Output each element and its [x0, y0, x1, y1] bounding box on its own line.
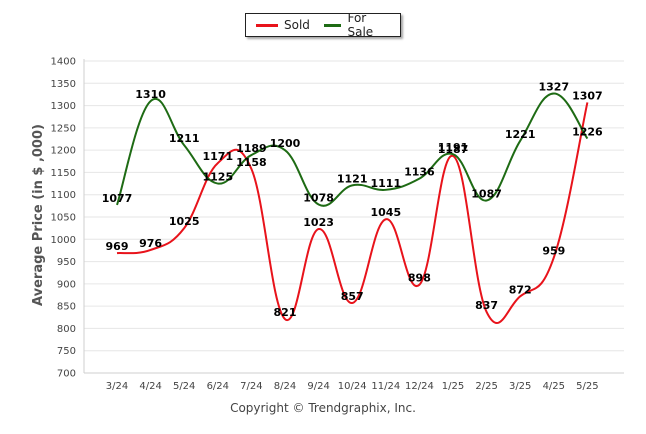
legend-label-for-sale: For Sale: [347, 11, 374, 39]
data-label-for-sale: 1077: [102, 192, 133, 205]
x-tick-label: 2/25: [475, 381, 497, 392]
y-axis-title: Average Price (in $ ,000): [31, 124, 46, 306]
y-tick-label: 1000: [51, 235, 76, 246]
data-label-sold: 1307: [572, 89, 603, 102]
series-line-for-sale: [116, 92, 589, 207]
x-tick-label: 4/24: [139, 381, 161, 392]
series-lines: [116, 92, 589, 325]
data-label-sold: 898: [408, 272, 431, 285]
y-tick-label: 700: [57, 369, 76, 380]
y-tick-label: 1150: [51, 168, 76, 179]
legend: Sold For Sale: [245, 11, 401, 39]
x-tick-label: 9/24: [307, 381, 329, 392]
y-tick-label: 750: [57, 346, 76, 357]
x-tick-label: 8/24: [274, 381, 296, 392]
data-label-sold: 959: [542, 245, 565, 258]
data-label-sold: 976: [139, 237, 162, 250]
x-tick-label: 11/24: [371, 381, 400, 392]
data-label-for-sale: 1310: [135, 88, 166, 101]
data-label-sold: 872: [509, 283, 532, 296]
data-label-sold: 821: [274, 306, 297, 319]
x-tick-label: 3/24: [106, 381, 128, 392]
data-label-for-sale: 1125: [202, 171, 233, 184]
y-tick-label: 1100: [51, 190, 76, 201]
x-tick-label: 5/24: [173, 381, 195, 392]
x-tick-label: 4/25: [543, 381, 565, 392]
data-label-for-sale: 1087: [471, 188, 502, 201]
y-tick-label: 1300: [51, 101, 76, 112]
legend-swatch-for-sale: [323, 23, 342, 27]
y-tick-label: 800: [57, 324, 76, 335]
data-label-for-sale: 1200: [270, 137, 301, 150]
y-tick-label: 1250: [51, 123, 76, 134]
x-tick-label: 10/24: [338, 381, 367, 392]
legend-label-sold: Sold: [284, 18, 310, 32]
data-label-for-sale: 1211: [169, 132, 200, 145]
data-label-for-sale: 1327: [538, 81, 569, 94]
data-label-for-sale: 1111: [370, 177, 401, 190]
data-label-for-sale: 1136: [404, 166, 435, 179]
x-tick-label: 1/25: [442, 381, 464, 392]
y-tick-label: 1350: [51, 79, 76, 90]
y-tick-label: 1050: [51, 213, 76, 224]
y-tick-label: 1200: [51, 146, 76, 157]
series-line-sold: [116, 102, 589, 325]
y-tick-label: 900: [57, 279, 76, 290]
data-label-sold: 969: [106, 240, 129, 253]
data-label-for-sale: 1226: [572, 126, 603, 139]
legend-swatch-sold: [256, 23, 278, 27]
data-label-for-sale: 1221: [505, 128, 536, 141]
data-label-sold: 1023: [303, 216, 334, 229]
data-label-sold: 1045: [370, 206, 401, 219]
data-label-for-sale: 1191: [438, 141, 469, 154]
y-tick-label: 850: [57, 302, 76, 313]
copyright-footer: Copyright © Trendgraphix, Inc.: [230, 401, 416, 415]
legend-item-sold[interactable]: Sold: [256, 18, 310, 32]
x-tick-label: 7/24: [240, 381, 262, 392]
x-tick-label: 6/24: [207, 381, 229, 392]
y-tick-label: 1400: [51, 57, 76, 68]
data-label-for-sale: 1078: [303, 192, 334, 205]
data-labels: 969 976 1025 1171 1158 821 1023 857 1045 898 1187 8…: [102, 81, 603, 320]
data-label-sold: 1025: [169, 215, 200, 228]
data-label-sold: 1158: [236, 156, 267, 169]
x-tick-label: 5/25: [576, 381, 598, 392]
data-label-sold: 1171: [202, 150, 233, 163]
data-label-for-sale: 1121: [337, 172, 368, 185]
x-tick-label: 3/25: [509, 381, 531, 392]
data-label-for-sale: 1189: [236, 142, 267, 155]
x-tick-label: 12/24: [405, 381, 434, 392]
legend-item-for-sale[interactable]: For Sale: [323, 11, 386, 39]
axes: 700 750 800 850 900 950 1000 1050 1100 1150 1200 12…: [51, 57, 624, 392]
y-tick-label: 950: [57, 257, 76, 268]
data-label-sold: 857: [341, 290, 364, 303]
data-label-sold: 1187: [438, 143, 469, 156]
data-label-sold: 837: [475, 299, 498, 312]
